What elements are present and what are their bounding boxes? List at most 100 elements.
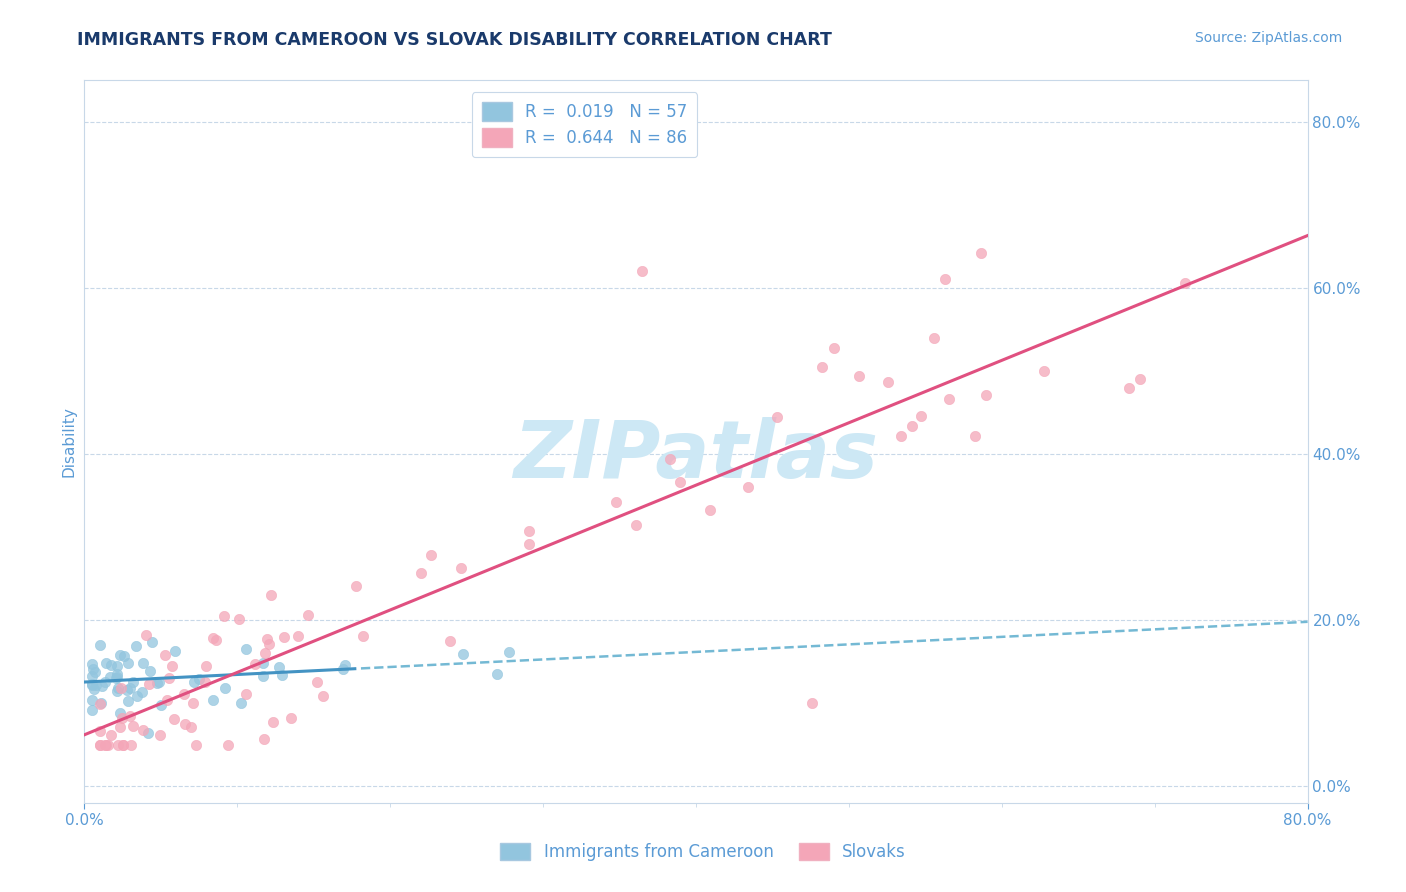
Point — [262, 714, 284, 729]
Point — [110, 720, 132, 734]
Point — [105, 684, 128, 698]
Point — [253, 646, 276, 660]
Point — [136, 726, 159, 740]
Point — [252, 657, 274, 671]
Point — [332, 662, 354, 676]
Point — [202, 693, 225, 707]
Point — [100, 658, 122, 673]
Point — [83, 682, 105, 697]
Point — [125, 639, 148, 653]
Point — [89, 724, 111, 739]
Point — [1118, 381, 1140, 395]
Point — [498, 645, 520, 659]
Y-axis label: Disability: Disability — [60, 406, 76, 477]
Point — [131, 723, 153, 738]
Point — [624, 518, 647, 533]
Point — [271, 668, 294, 682]
Point — [163, 644, 186, 658]
Point — [228, 612, 250, 626]
Point — [138, 677, 160, 691]
Point — [267, 659, 290, 673]
Point — [91, 679, 114, 693]
Point — [344, 579, 367, 593]
Point — [699, 503, 721, 517]
Point — [214, 681, 236, 695]
Point — [204, 632, 226, 647]
Point — [117, 656, 139, 670]
Point — [149, 728, 172, 742]
Point — [80, 693, 103, 707]
Point — [110, 706, 132, 720]
Point — [181, 696, 204, 710]
Point — [877, 376, 900, 390]
Point — [183, 674, 205, 689]
Point — [519, 537, 541, 551]
Point — [84, 665, 107, 679]
Point — [89, 738, 111, 752]
Point — [150, 698, 173, 712]
Point — [156, 693, 179, 707]
Point — [765, 409, 787, 424]
Point — [963, 429, 986, 443]
Point — [1129, 372, 1152, 386]
Point — [94, 656, 117, 670]
Point — [217, 738, 239, 752]
Point — [287, 629, 309, 643]
Point — [938, 392, 960, 406]
Point — [1173, 277, 1195, 291]
Point — [141, 634, 163, 648]
Point — [118, 709, 141, 723]
Point — [243, 657, 266, 671]
Point — [934, 272, 956, 286]
Point — [737, 480, 759, 494]
Point — [260, 588, 283, 602]
Point — [131, 685, 153, 699]
Point — [160, 658, 183, 673]
Point — [135, 628, 157, 642]
Point — [82, 663, 104, 677]
Point — [97, 738, 120, 752]
Legend: R =  0.019   N = 57, R =  0.644   N = 86: R = 0.019 N = 57, R = 0.644 N = 86 — [472, 92, 697, 157]
Point — [146, 676, 169, 690]
Point — [273, 630, 295, 644]
Point — [212, 609, 235, 624]
Point — [669, 475, 692, 490]
Point — [105, 671, 128, 685]
Point — [188, 672, 211, 686]
Point — [235, 641, 257, 656]
Point — [105, 666, 128, 681]
Point — [80, 703, 103, 717]
Point — [184, 738, 207, 752]
Point — [297, 607, 319, 622]
Legend: Immigrants from Cameroon, Slovaks: Immigrants from Cameroon, Slovaks — [494, 836, 912, 868]
Point — [901, 419, 924, 434]
Point — [148, 675, 170, 690]
Point — [100, 670, 122, 684]
Point — [89, 639, 111, 653]
Point — [450, 560, 472, 574]
Point — [120, 738, 142, 752]
Point — [122, 719, 145, 733]
Point — [253, 731, 276, 746]
Point — [352, 629, 374, 643]
Point — [107, 738, 129, 752]
Point — [80, 669, 103, 683]
Point — [280, 711, 302, 725]
Point — [90, 696, 112, 710]
Point — [419, 548, 441, 562]
Point — [132, 656, 155, 670]
Point — [93, 674, 115, 689]
Point — [180, 720, 202, 734]
Point — [80, 678, 103, 692]
Point — [910, 409, 932, 423]
Point — [115, 683, 138, 698]
Point — [174, 717, 197, 731]
Point — [335, 657, 357, 672]
Point — [1033, 364, 1056, 378]
Point — [80, 677, 103, 691]
Point — [111, 738, 134, 752]
Point — [105, 659, 128, 673]
Point — [94, 738, 117, 752]
Point — [105, 670, 128, 684]
Point — [486, 667, 509, 681]
